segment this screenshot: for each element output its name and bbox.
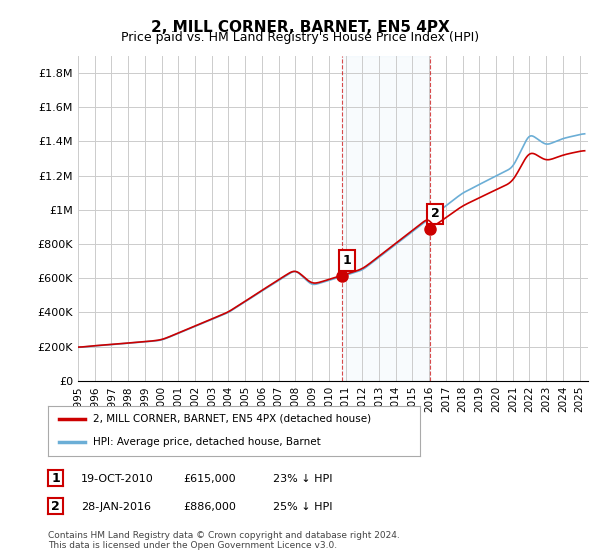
Text: 19-OCT-2010: 19-OCT-2010 [81,474,154,484]
Text: 25% ↓ HPI: 25% ↓ HPI [273,502,332,512]
Text: Price paid vs. HM Land Registry's House Price Index (HPI): Price paid vs. HM Land Registry's House … [121,31,479,44]
Text: £615,000: £615,000 [183,474,236,484]
Bar [342,56,430,381]
Text: 1: 1 [51,472,60,485]
Text: 28-JAN-2016: 28-JAN-2016 [81,502,151,512]
Text: £886,000: £886,000 [183,502,236,512]
Text: 2: 2 [431,207,440,221]
Text: 2, MILL CORNER, BARNET, EN5 4PX: 2, MILL CORNER, BARNET, EN5 4PX [151,20,449,35]
Text: 2, MILL CORNER, BARNET, EN5 4PX (detached house): 2, MILL CORNER, BARNET, EN5 4PX (detache… [92,414,371,423]
Text: 2: 2 [51,500,60,513]
Text: HPI: Average price, detached house, Barnet: HPI: Average price, detached house, Barn… [92,437,320,447]
Text: Contains HM Land Registry data © Crown copyright and database right 2024.
This d: Contains HM Land Registry data © Crown c… [48,530,400,550]
Text: 1: 1 [343,254,352,267]
Text: 23% ↓ HPI: 23% ↓ HPI [273,474,332,484]
